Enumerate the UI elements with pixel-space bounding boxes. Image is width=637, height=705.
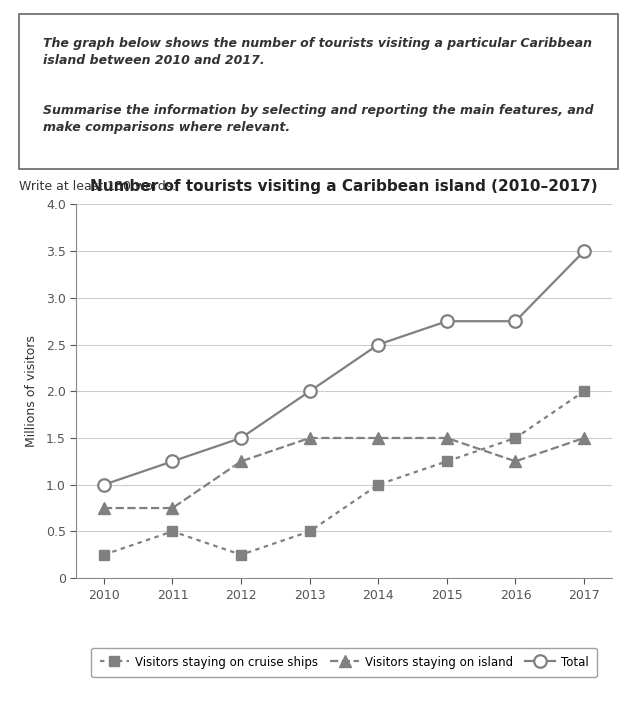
Text: Write at least 150 words.: Write at least 150 words. [19,180,176,192]
Text: The graph below shows the number of tourists visiting a particular Caribbean
isl: The graph below shows the number of tour… [43,37,592,68]
Title: Number of tourists visiting a Caribbean island (2010–2017): Number of tourists visiting a Caribbean … [90,178,598,194]
Legend: Visitors staying on cruise ships, Visitors staying on island, Total: Visitors staying on cruise ships, Visito… [91,647,597,677]
FancyBboxPatch shape [19,14,618,169]
Text: Summarise the information by selecting and reporting the main features, and
make: Summarise the information by selecting a… [43,104,594,134]
Y-axis label: Millions of visitors: Millions of visitors [25,336,38,447]
